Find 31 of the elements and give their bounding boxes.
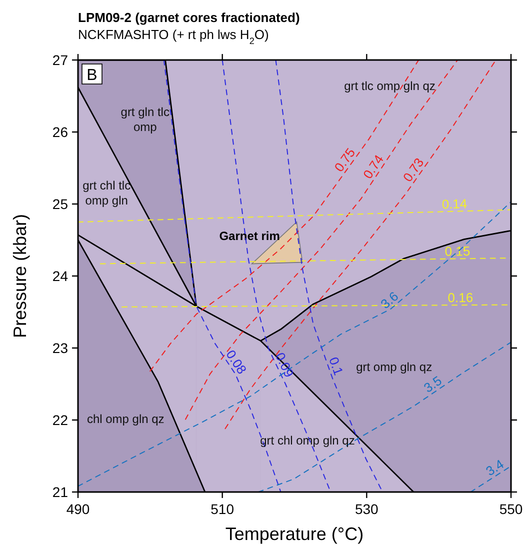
annotation: grt tlc omp gln qz [344, 79, 436, 94]
x-tick-label: 510 [210, 501, 234, 517]
text: 0.1 [326, 355, 346, 378]
text: 3.5 [421, 372, 444, 396]
y-tick-label: 22 [52, 412, 68, 428]
x-tick-label: 530 [354, 501, 379, 517]
annotation: grt chl tlc omp gln [82, 178, 131, 208]
y-tick-label: 27 [52, 52, 68, 68]
chart-subtitle: NCKFMASHTO (+ rt ph lws H$_{2}$O) [78, 27, 269, 46]
y-tick-label: 24 [52, 268, 68, 284]
y-axis-title: Pressure (kbar) [10, 214, 30, 338]
x-tick-label: 490 [66, 501, 90, 517]
x-axis-title: Temperature (°C) [225, 524, 364, 544]
x-tick-label: 550 [499, 501, 523, 517]
y-tick-label: 23 [52, 340, 68, 356]
series-label: 0.16 [448, 290, 474, 306]
annotation: grt omp gln qz [356, 360, 432, 374]
text: 3.6 [378, 288, 402, 312]
annotation: B [86, 67, 98, 84]
text: 0.09 [272, 350, 297, 380]
y-tick-label: 25 [52, 196, 68, 212]
series-label: 0.14 [442, 196, 468, 212]
y-tick-label: 21 [52, 484, 68, 500]
annotation: chl omp gln qz [86, 412, 164, 426]
annotation: grt chl omp gln qz [260, 433, 355, 448]
y-tick-label: 26 [52, 124, 68, 140]
chart-title: LPM09-2 (garnet cores fractionated) [78, 10, 300, 25]
text: 3.4 [483, 456, 506, 479]
series-label: 0.15 [444, 244, 470, 259]
series-label: Garnet rim [219, 228, 280, 243]
annotation: grt gln tlc omp [120, 105, 170, 134]
